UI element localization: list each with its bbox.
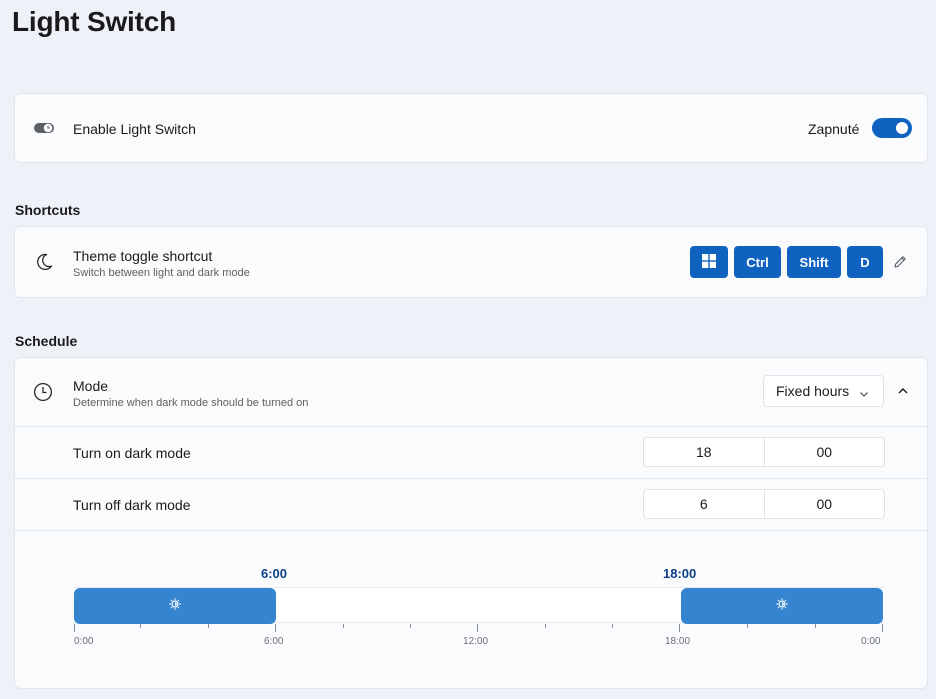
enable-toggle[interactable] [872, 118, 912, 138]
windows-key[interactable] [690, 246, 728, 278]
divider [15, 426, 927, 427]
timeline-tick [140, 624, 141, 628]
timeline-tick [477, 624, 478, 632]
timeline-tick [410, 624, 411, 628]
tick-label-start: 0:00 [74, 636, 94, 647]
timeline-tick [74, 624, 75, 632]
schedule-card: Mode Determine when dark mode should be … [14, 357, 928, 689]
timeline-tick [275, 624, 276, 632]
schedule-timeline: 6:00 18:00 [15, 530, 927, 688]
timeline-tick [208, 624, 209, 628]
schedule-section-title: Schedule [15, 333, 78, 349]
dark-period-evening[interactable] [681, 588, 883, 624]
turn-off-label: Turn off dark mode [73, 497, 191, 513]
shortcut-title: Theme toggle shortcut [73, 248, 213, 264]
chevron-down-icon [859, 386, 869, 402]
marker-off-label: 6:00 [261, 566, 288, 581]
turn-on-time-picker[interactable]: 18 00 [643, 437, 885, 467]
toggle-knob [896, 122, 908, 134]
turn-off-hour[interactable]: 6 [699, 496, 708, 512]
page-title: Light Switch [12, 6, 177, 37]
enable-label: Enable Light Switch [73, 121, 196, 137]
toggle-clock-icon [33, 120, 55, 136]
clock-icon [32, 381, 54, 403]
shortcut-card: Theme toggle shortcut Switch between lig… [14, 226, 928, 298]
chevron-up-icon[interactable] [895, 383, 911, 399]
ctrl-key[interactable]: Ctrl [734, 246, 781, 278]
timeline-tick [343, 624, 344, 628]
dark-period-morning[interactable] [74, 588, 276, 624]
mode-description: Determine when dark mode should be turne… [73, 397, 309, 409]
windows-logo-icon [702, 253, 716, 271]
tick-label-6: 6:00 [264, 636, 284, 647]
timeline-tick [815, 624, 816, 628]
brightness-icon [776, 597, 788, 615]
turn-off-time-picker[interactable]: 6 00 [643, 489, 885, 519]
turn-on-hour[interactable]: 18 [695, 444, 712, 460]
mode-dropdown[interactable]: Fixed hours [763, 375, 884, 407]
enable-card: Enable Light Switch Zapnuté [14, 93, 928, 163]
timeline-tick [679, 624, 680, 632]
timeline-tick [747, 624, 748, 628]
turn-on-minute[interactable]: 00 [763, 438, 885, 466]
timeline-tick [612, 624, 613, 628]
enable-state-text: Zapnuté [808, 121, 860, 137]
brightness-icon [169, 597, 181, 615]
shortcut-description: Switch between light and dark mode [73, 267, 250, 279]
timeline-tick [545, 624, 546, 628]
divider [15, 530, 927, 531]
tick-label-12: 12:00 [463, 636, 489, 647]
mode-selected-value: Fixed hours [776, 383, 850, 399]
turn-off-minute[interactable]: 00 [763, 490, 885, 518]
shortcuts-section-title: Shortcuts [15, 202, 81, 218]
d-key[interactable]: D [847, 246, 883, 278]
tick-label-18: 18:00 [665, 636, 691, 647]
mode-title: Mode [73, 378, 109, 394]
moon-icon [33, 251, 55, 273]
edit-pencil-icon[interactable] [891, 253, 909, 271]
shift-key[interactable]: Shift [787, 246, 841, 278]
timeline-tick [882, 624, 883, 632]
marker-on-label: 18:00 [663, 566, 697, 581]
turn-on-label: Turn on dark mode [73, 445, 191, 461]
divider [15, 478, 927, 479]
tick-label-end: 0:00 [861, 636, 881, 647]
